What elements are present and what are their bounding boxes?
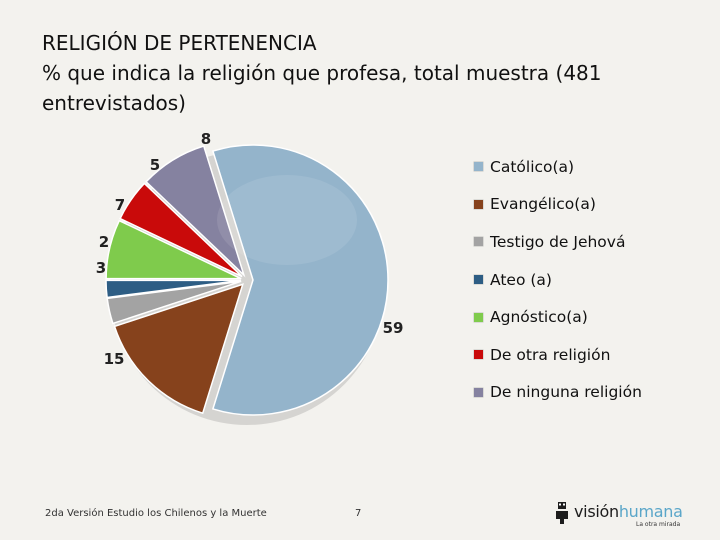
vision-humana-logo: visiónhumana La otra mirada — [554, 498, 694, 530]
pie-slice-7 — [145, 145, 246, 278]
pie-slice-5 — [105, 219, 242, 280]
legend-label: De ninguna religión — [490, 383, 642, 402]
chart-legend: Católico(a) Evangélico(a) Testigo de Jehov… — [474, 148, 642, 411]
pie-slice-4 — [105, 279, 242, 299]
legend-label: Evangélico(a) — [490, 195, 596, 214]
logo-tagline: La otra mirada — [636, 521, 681, 528]
title-line-1: RELIGIÓN DE PERTENENCIA — [42, 31, 317, 55]
pie-label-6: 5 — [150, 156, 160, 174]
legend-label: Agnóstico(a) — [490, 308, 588, 327]
legend-item-2: Evangélico(a) — [474, 186, 642, 224]
title-line-2: % que indica la religión que profesa, to… — [42, 61, 602, 85]
pie-slice-2 — [113, 283, 244, 415]
legend-item-7: De ninguna religión — [474, 374, 642, 412]
legend-swatch — [474, 312, 483, 322]
slide-title: RELIGIÓN DE PERTENENCIA % que indica la … — [42, 28, 662, 118]
legend-swatch — [474, 350, 483, 360]
legend-swatch — [474, 162, 483, 172]
logo-figure-icon — [556, 502, 568, 524]
logo-word-vision: visión — [574, 502, 619, 521]
pie-slice-3 — [106, 280, 242, 325]
legend-label: Ateo (a) — [490, 270, 552, 289]
pie-gloss — [217, 175, 357, 265]
legend-item-1: Católico(a) — [474, 148, 642, 186]
legend-label: Católico(a) — [490, 157, 575, 176]
legend-item-3: Testigo de Jehová — [474, 223, 642, 261]
legend-swatch — [474, 387, 483, 397]
legend-label: De otra religión — [490, 345, 611, 364]
pie-label-3: 3 — [96, 259, 106, 277]
pie-label-1: 59 — [383, 319, 404, 337]
pie-label-7: 8 — [201, 130, 211, 148]
pie-label-2: 15 — [104, 350, 125, 368]
title-line-3: entrevistados) — [42, 91, 186, 115]
legend-swatch — [474, 275, 483, 285]
legend-item-6: De otra religión — [474, 336, 642, 374]
page-number: 7 — [355, 508, 362, 519]
legend-item-4: Ateo (a) — [474, 261, 642, 299]
legend-swatch — [474, 237, 483, 247]
legend-label: Testigo de Jehová — [490, 232, 626, 251]
legend-item-5: Agnóstico(a) — [474, 298, 642, 336]
logo-wordmark: visiónhumana — [574, 502, 683, 521]
pie-label-4: 2 — [99, 233, 109, 251]
pie-slice-6 — [119, 182, 243, 278]
logo-word-humana: humana — [618, 502, 683, 521]
pie-label-5: 7 — [115, 196, 125, 214]
pie-slice-1 — [211, 144, 389, 416]
legend-swatch — [474, 199, 483, 209]
footer-study-name: 2da Versión Estudio los Chilenos y la Mu… — [45, 508, 267, 519]
